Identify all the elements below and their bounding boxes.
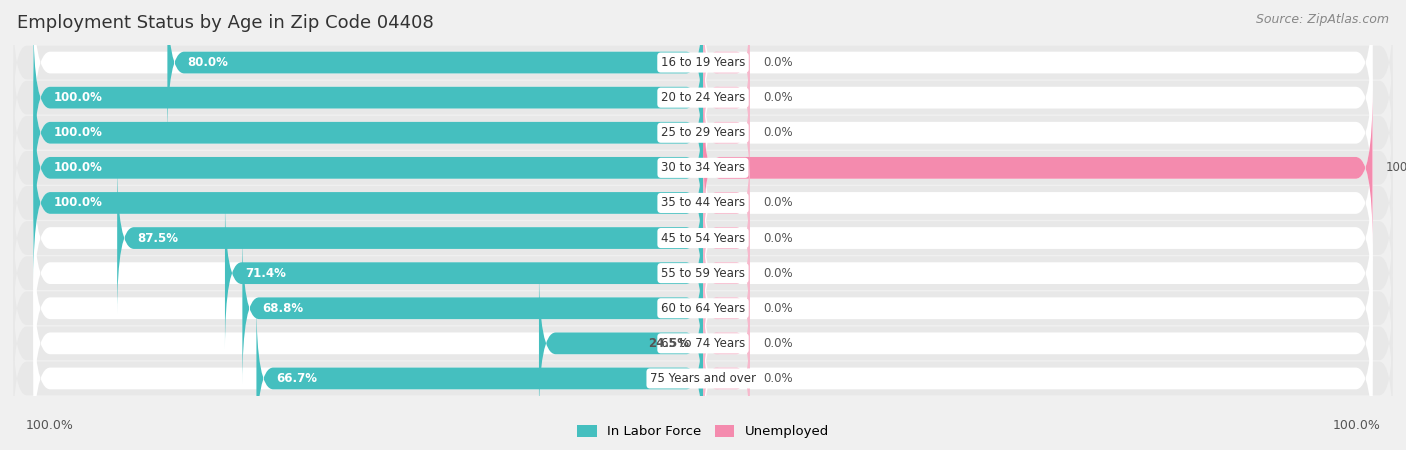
Text: 35 to 44 Years: 35 to 44 Years [661, 197, 745, 209]
Text: 66.7%: 66.7% [277, 372, 318, 385]
FancyBboxPatch shape [703, 91, 1372, 245]
FancyBboxPatch shape [14, 220, 1392, 327]
Text: 0.0%: 0.0% [763, 232, 793, 244]
Text: 16 to 19 Years: 16 to 19 Years [661, 56, 745, 69]
FancyBboxPatch shape [34, 266, 703, 420]
FancyBboxPatch shape [34, 91, 703, 245]
FancyBboxPatch shape [34, 91, 703, 245]
FancyBboxPatch shape [703, 73, 749, 192]
FancyBboxPatch shape [14, 114, 1392, 221]
FancyBboxPatch shape [703, 161, 1372, 315]
Text: 0.0%: 0.0% [763, 337, 793, 350]
FancyBboxPatch shape [703, 179, 749, 297]
FancyBboxPatch shape [14, 255, 1392, 362]
FancyBboxPatch shape [703, 249, 749, 368]
Text: 100.0%: 100.0% [53, 197, 103, 209]
FancyBboxPatch shape [34, 231, 703, 385]
FancyBboxPatch shape [703, 56, 1372, 210]
FancyBboxPatch shape [538, 266, 703, 420]
FancyBboxPatch shape [34, 21, 703, 175]
Text: 100.0%: 100.0% [1333, 419, 1381, 432]
FancyBboxPatch shape [242, 231, 703, 385]
Text: 100.0%: 100.0% [1386, 162, 1406, 174]
Text: 30 to 34 Years: 30 to 34 Years [661, 162, 745, 174]
Text: 75 Years and over: 75 Years and over [650, 372, 756, 385]
Text: 0.0%: 0.0% [763, 56, 793, 69]
FancyBboxPatch shape [34, 126, 703, 280]
FancyBboxPatch shape [14, 79, 1392, 186]
Text: 24.5%: 24.5% [648, 337, 689, 350]
FancyBboxPatch shape [703, 21, 1372, 175]
Text: 100.0%: 100.0% [53, 126, 103, 139]
FancyBboxPatch shape [703, 302, 1372, 450]
FancyBboxPatch shape [34, 302, 703, 450]
Text: 100.0%: 100.0% [25, 419, 73, 432]
Legend: In Labor Force, Unemployed: In Labor Force, Unemployed [571, 419, 835, 443]
Text: 0.0%: 0.0% [763, 197, 793, 209]
Text: 100.0%: 100.0% [53, 162, 103, 174]
FancyBboxPatch shape [703, 91, 1372, 245]
FancyBboxPatch shape [34, 161, 703, 315]
FancyBboxPatch shape [14, 44, 1392, 151]
FancyBboxPatch shape [14, 9, 1392, 116]
Text: 65 to 74 Years: 65 to 74 Years [661, 337, 745, 350]
FancyBboxPatch shape [703, 144, 749, 262]
Text: 80.0%: 80.0% [187, 56, 228, 69]
FancyBboxPatch shape [117, 161, 703, 315]
FancyBboxPatch shape [703, 231, 1372, 385]
Text: Source: ZipAtlas.com: Source: ZipAtlas.com [1256, 14, 1389, 27]
FancyBboxPatch shape [703, 3, 749, 122]
Text: 55 to 59 Years: 55 to 59 Years [661, 267, 745, 279]
FancyBboxPatch shape [703, 126, 1372, 280]
Text: 0.0%: 0.0% [763, 91, 793, 104]
Text: 71.4%: 71.4% [245, 267, 285, 279]
FancyBboxPatch shape [34, 56, 703, 210]
FancyBboxPatch shape [34, 196, 703, 350]
FancyBboxPatch shape [703, 196, 1372, 350]
FancyBboxPatch shape [167, 0, 703, 140]
Text: 20 to 24 Years: 20 to 24 Years [661, 91, 745, 104]
Text: 100.0%: 100.0% [53, 91, 103, 104]
FancyBboxPatch shape [14, 325, 1392, 432]
Text: 0.0%: 0.0% [763, 372, 793, 385]
FancyBboxPatch shape [703, 214, 749, 333]
FancyBboxPatch shape [14, 149, 1392, 256]
Text: 0.0%: 0.0% [763, 126, 793, 139]
FancyBboxPatch shape [256, 302, 703, 450]
FancyBboxPatch shape [703, 38, 749, 157]
FancyBboxPatch shape [14, 184, 1392, 292]
Text: 60 to 64 Years: 60 to 64 Years [661, 302, 745, 315]
Text: 25 to 29 Years: 25 to 29 Years [661, 126, 745, 139]
FancyBboxPatch shape [703, 0, 1372, 140]
Text: 87.5%: 87.5% [138, 232, 179, 244]
FancyBboxPatch shape [703, 319, 749, 438]
Text: Employment Status by Age in Zip Code 04408: Employment Status by Age in Zip Code 044… [17, 14, 433, 32]
FancyBboxPatch shape [34, 56, 703, 210]
FancyBboxPatch shape [225, 196, 703, 350]
Text: 0.0%: 0.0% [763, 302, 793, 315]
Text: 68.8%: 68.8% [263, 302, 304, 315]
Text: 0.0%: 0.0% [763, 267, 793, 279]
FancyBboxPatch shape [14, 290, 1392, 397]
Text: 45 to 54 Years: 45 to 54 Years [661, 232, 745, 244]
FancyBboxPatch shape [34, 21, 703, 175]
FancyBboxPatch shape [703, 284, 749, 403]
FancyBboxPatch shape [703, 266, 1372, 420]
FancyBboxPatch shape [34, 0, 703, 140]
FancyBboxPatch shape [34, 126, 703, 280]
